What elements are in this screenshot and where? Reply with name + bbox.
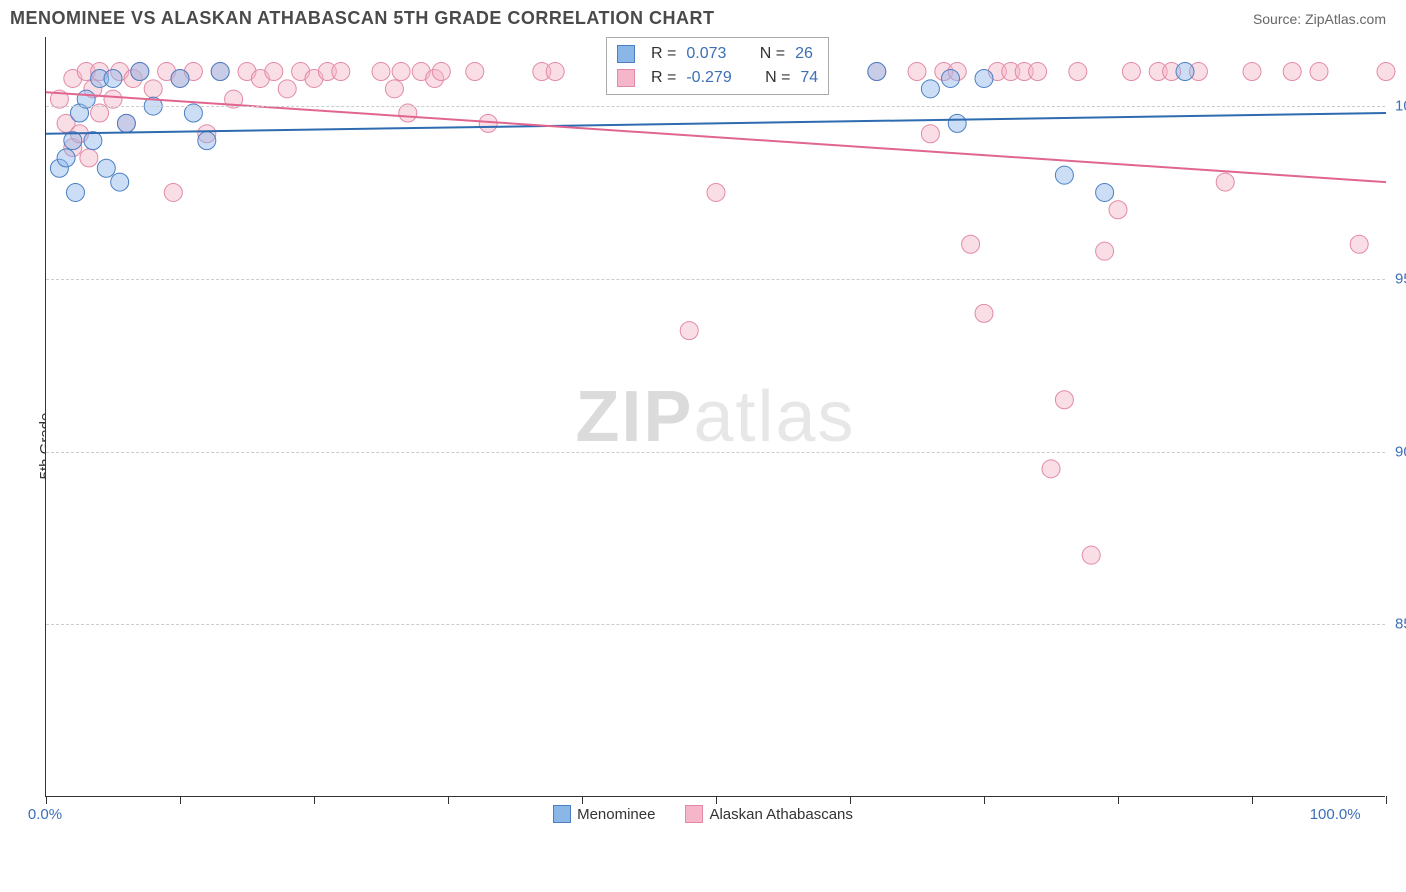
scatter-point (372, 63, 390, 81)
chart-header: MENOMINEE VS ALASKAN ATHABASCAN 5TH GRAD… (0, 0, 1406, 37)
chart-source: Source: ZipAtlas.com (1253, 11, 1386, 27)
x-tick (716, 796, 717, 804)
gridline (46, 452, 1385, 453)
x-tick (984, 796, 985, 804)
x-tick (1386, 796, 1387, 804)
scatter-point (80, 149, 98, 167)
x-tick (46, 796, 47, 804)
legend-swatch (553, 805, 571, 823)
scatter-point (1122, 63, 1140, 81)
stats-row: R = 0.073 N = 26 (617, 42, 818, 66)
scatter-point (392, 63, 410, 81)
x-tick (180, 796, 181, 804)
scatter-point (332, 63, 350, 81)
scatter-point (466, 63, 484, 81)
scatter-point (1350, 235, 1368, 253)
stats-row: R = -0.279 N = 74 (617, 66, 818, 90)
scatter-point (1029, 63, 1047, 81)
scatter-point (948, 114, 966, 132)
legend-item: Menominee (553, 805, 655, 823)
scatter-point (211, 63, 229, 81)
scatter-point (921, 80, 939, 98)
scatter-point (975, 304, 993, 322)
legend-swatch (685, 805, 703, 823)
legend-item: Alaskan Athabascans (685, 805, 852, 823)
chart-svg (46, 37, 1385, 796)
legend-label: Menominee (577, 806, 655, 823)
scatter-point (1096, 183, 1114, 201)
chart-plot-area: ZIPatlas R = 0.073 N = 26R = -0.279 N = … (45, 37, 1385, 797)
bottom-legend: 0.0% 100.0% Menominee Alaskan Athabascans (0, 797, 1406, 823)
y-tick-label: 90.0% (1395, 443, 1406, 460)
scatter-point (1243, 63, 1261, 81)
scatter-point (66, 183, 84, 201)
scatter-point (278, 80, 296, 98)
scatter-point (164, 183, 182, 201)
scatter-point (975, 69, 993, 87)
x-tick (850, 796, 851, 804)
scatter-point (104, 69, 122, 87)
x-tick (314, 796, 315, 804)
scatter-point (908, 63, 926, 81)
gridline (46, 624, 1385, 625)
x-axis-max-label: 100.0% (1310, 806, 1361, 823)
scatter-point (117, 114, 135, 132)
scatter-point (1069, 63, 1087, 81)
chart-title: MENOMINEE VS ALASKAN ATHABASCAN 5TH GRAD… (10, 8, 715, 29)
scatter-point (1055, 391, 1073, 409)
scatter-point (707, 183, 725, 201)
scatter-point (546, 63, 564, 81)
x-tick (448, 796, 449, 804)
scatter-point (131, 63, 149, 81)
x-axis-min-label: 0.0% (28, 806, 62, 823)
scatter-point (868, 63, 886, 81)
x-tick (582, 796, 583, 804)
scatter-point (57, 149, 75, 167)
scatter-point (171, 69, 189, 87)
scatter-point (921, 125, 939, 143)
y-tick-label: 95.0% (1395, 270, 1406, 287)
gridline (46, 106, 1385, 107)
scatter-point (942, 69, 960, 87)
scatter-point (1176, 63, 1194, 81)
scatter-point (1283, 63, 1301, 81)
scatter-point (385, 80, 403, 98)
scatter-point (97, 159, 115, 177)
scatter-point (111, 173, 129, 191)
legend-swatch (617, 45, 635, 63)
scatter-point (1096, 242, 1114, 260)
legend-swatch (617, 69, 635, 87)
scatter-point (1216, 173, 1234, 191)
gridline (46, 279, 1385, 280)
scatter-point (84, 132, 102, 150)
x-tick (1252, 796, 1253, 804)
y-tick-label: 85.0% (1395, 616, 1406, 633)
scatter-point (1055, 166, 1073, 184)
scatter-point (1310, 63, 1328, 81)
scatter-point (144, 80, 162, 98)
scatter-point (198, 132, 216, 150)
legend-label: Alaskan Athabascans (709, 806, 852, 823)
trend-line (46, 113, 1386, 134)
scatter-point (680, 322, 698, 340)
stats-legend-box: R = 0.073 N = 26R = -0.279 N = 74 (606, 37, 829, 95)
scatter-point (1377, 63, 1395, 81)
scatter-point (962, 235, 980, 253)
scatter-point (1042, 460, 1060, 478)
x-tick (1118, 796, 1119, 804)
scatter-point (265, 63, 283, 81)
y-tick-label: 100.0% (1395, 98, 1406, 115)
scatter-point (432, 63, 450, 81)
scatter-point (1109, 201, 1127, 219)
scatter-point (1082, 546, 1100, 564)
scatter-point (479, 114, 497, 132)
